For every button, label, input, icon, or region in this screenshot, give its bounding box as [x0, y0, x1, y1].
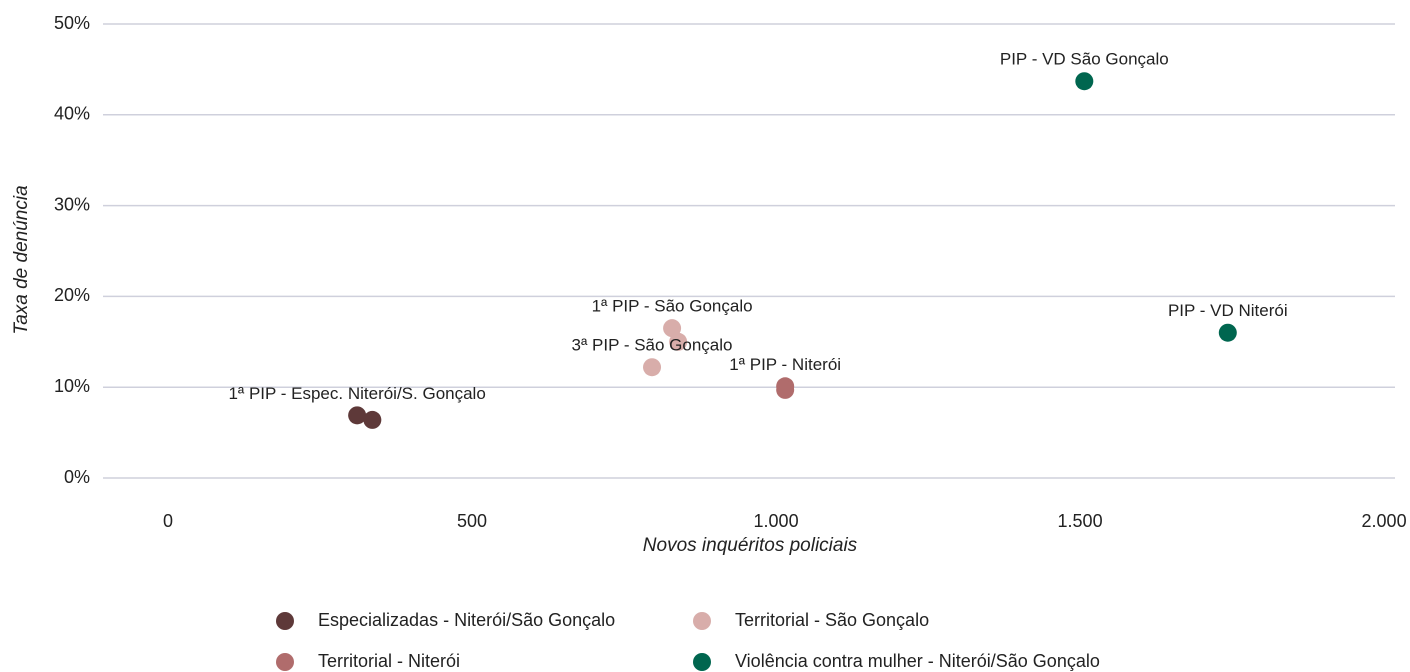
legend-label: Territorial - Niterói — [318, 651, 460, 671]
x-tick-label: 500 — [457, 511, 487, 531]
point-label: 1ª PIP - São Gonçalo — [592, 297, 753, 316]
point-label: 1ª PIP - Niterói — [729, 355, 841, 374]
legend-label: Territorial - São Gonçalo — [735, 610, 929, 630]
y-tick-label: 20% — [54, 285, 90, 305]
point — [663, 319, 682, 338]
legend-marker — [276, 653, 294, 671]
x-tick-label: 1.500 — [1058, 511, 1103, 531]
y-tick-label: 10% — [54, 376, 90, 396]
legend-marker — [693, 653, 711, 671]
legend-label: Especializadas - Niterói/São Gonçalo — [318, 610, 615, 630]
point — [669, 332, 688, 351]
point — [1075, 72, 1094, 91]
y-tick-label: 30% — [54, 194, 90, 214]
x-axis-label: Novos inquéritos policiais — [643, 535, 858, 556]
point — [348, 406, 367, 425]
point-label: PIP - VD São Gonçalo — [1000, 50, 1169, 69]
x-tick-label: 1.000 — [754, 511, 799, 531]
y-tick-label: 0% — [64, 467, 90, 487]
point — [1218, 323, 1237, 342]
legend-marker — [276, 612, 294, 630]
y-tick-label: 40% — [54, 104, 90, 124]
y-axis-label: Taxa de denúncia — [11, 185, 32, 334]
point-label: PIP - VD Niterói — [1168, 301, 1288, 320]
legend-marker — [693, 612, 711, 630]
point — [363, 410, 382, 429]
point — [643, 358, 662, 377]
legend-label: Violência contra mulher - Niterói/São Go… — [735, 651, 1100, 671]
point-label: 1ª PIP - Espec. Niterói/S. Gonçalo — [228, 384, 485, 403]
x-tick-label: 2.000 — [1362, 511, 1407, 531]
y-tick-label: 50% — [54, 13, 90, 33]
point-label: 3ª PIP - São Gonçalo — [572, 336, 733, 355]
point — [776, 380, 795, 399]
x-tick-label: 0 — [163, 511, 173, 531]
